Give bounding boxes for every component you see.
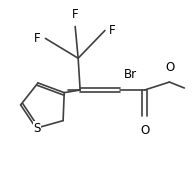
Text: F: F <box>72 7 79 20</box>
Text: S: S <box>34 122 41 135</box>
Text: Br: Br <box>124 68 137 81</box>
Text: F: F <box>34 32 40 45</box>
Text: F: F <box>109 24 115 37</box>
Text: O: O <box>166 61 175 74</box>
Text: O: O <box>140 124 149 137</box>
